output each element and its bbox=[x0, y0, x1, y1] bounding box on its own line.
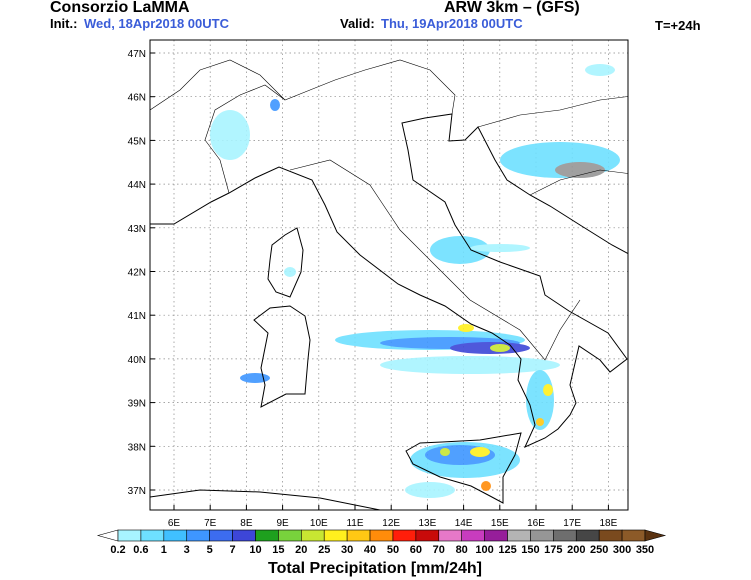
colorbar-box bbox=[484, 529, 508, 542]
map-area bbox=[150, 59, 628, 510]
colorbar-box bbox=[575, 529, 600, 542]
colorbar-box bbox=[530, 529, 554, 542]
colorbar-label: 30 bbox=[341, 544, 353, 556]
colorbar-label: 350 bbox=[636, 544, 654, 556]
init-label: Init.: bbox=[50, 16, 77, 31]
colorbar-box bbox=[507, 529, 531, 542]
colorbar-label: 60 bbox=[410, 544, 422, 556]
lat-label: 45N bbox=[128, 136, 146, 147]
colorbar-label: 50 bbox=[387, 544, 399, 556]
colorbar-box bbox=[278, 529, 302, 542]
colorbar-label: 200 bbox=[567, 544, 585, 556]
colorbar-label: 175 bbox=[544, 544, 562, 556]
lon-label: 16E bbox=[527, 518, 545, 529]
colorbar-label: 70 bbox=[433, 544, 445, 556]
colorbar-label: 250 bbox=[590, 544, 608, 556]
colorbar-label: 5 bbox=[207, 544, 213, 556]
lon-label: 7E bbox=[204, 518, 217, 529]
colorbar-label: 25 bbox=[318, 544, 330, 556]
colorbar-label: 20 bbox=[295, 544, 307, 556]
colorbar-label: 0.6 bbox=[133, 544, 148, 556]
valid-date: Thu, 19Apr2018 00UTC bbox=[381, 16, 523, 31]
colorbar-box bbox=[461, 529, 485, 542]
colorbar-over bbox=[644, 529, 667, 542]
lon-label: 11E bbox=[346, 518, 363, 529]
lat-label: 44N bbox=[128, 180, 146, 191]
lat-label: 40N bbox=[128, 355, 146, 366]
colorbar-label: 10 bbox=[249, 544, 261, 556]
model: ARW 3km – (GFS) bbox=[444, 0, 580, 16]
colorbar-box bbox=[553, 529, 577, 542]
colorbar-label: 3 bbox=[184, 544, 190, 556]
lat-label: 43N bbox=[128, 224, 146, 235]
colorbar-box bbox=[323, 529, 348, 542]
colorbar-label: 40 bbox=[364, 544, 376, 556]
lon-label: 18E bbox=[600, 518, 618, 529]
init-date: Wed, 18Apr2018 00UTC bbox=[84, 16, 230, 31]
lat-label: 41N bbox=[128, 311, 146, 322]
lon-label: 10E bbox=[310, 518, 328, 529]
colorbar-box bbox=[598, 529, 623, 542]
graticule: 47N 46N 45N 44N 43N 42N 41N 40N 39N 38N 37N 6E 7E 8E 9… bbox=[128, 40, 628, 529]
colorbar-under bbox=[96, 529, 119, 542]
lon-label: 8E bbox=[240, 518, 253, 529]
lon-label: 14E bbox=[455, 518, 473, 529]
lat-label: 37N bbox=[128, 486, 146, 497]
colorbar-label: 7 bbox=[230, 544, 236, 556]
colorbar-label: 80 bbox=[456, 544, 468, 556]
colorbar-label: 1 bbox=[161, 544, 167, 556]
colorbar-label: 15 bbox=[272, 544, 284, 556]
colorbar-label: 300 bbox=[613, 544, 631, 556]
colorbar-label: 100 bbox=[475, 544, 493, 556]
lat-label: 38N bbox=[128, 442, 146, 453]
colorbar-box bbox=[346, 529, 371, 542]
step: T=+24h bbox=[655, 18, 701, 33]
colorbar-box bbox=[163, 529, 188, 542]
colorbar-box bbox=[140, 529, 165, 542]
lon-label: 17E bbox=[563, 518, 581, 529]
lon-label: 6E bbox=[168, 518, 181, 529]
title: Consorzio LaMMA bbox=[50, 0, 190, 16]
coastlines bbox=[150, 113, 628, 510]
lat-label: 42N bbox=[128, 268, 146, 279]
lon-label: 13E bbox=[419, 518, 437, 529]
map-frame bbox=[149, 39, 629, 511]
colorbar-box bbox=[301, 529, 325, 542]
lon-label: 9E bbox=[276, 518, 289, 529]
colorbar-box bbox=[117, 529, 142, 542]
lat-label: 46N bbox=[128, 93, 146, 104]
colorbar-box bbox=[232, 529, 256, 542]
colorbar-box bbox=[438, 529, 462, 542]
colorbar-box bbox=[255, 529, 279, 542]
colorbar-label: 125 bbox=[498, 544, 516, 556]
colorbar-label: 150 bbox=[521, 544, 539, 556]
borders bbox=[150, 59, 628, 361]
colorbar: 0.2 0.6 1 3 5 7 10 15 20 25 30 40 50 60 70 80 100 125 150 1… bbox=[96, 529, 667, 556]
colorbar-box bbox=[621, 529, 646, 542]
legend-title: Total Precipitation [mm/24h] bbox=[268, 560, 482, 577]
colorbar-label: 0.2 bbox=[110, 544, 125, 556]
colorbar-box bbox=[415, 529, 440, 542]
colorbar-box bbox=[369, 529, 394, 542]
valid-label: Valid: bbox=[340, 16, 375, 31]
colorbar-box bbox=[186, 529, 210, 542]
lat-label: 47N bbox=[128, 49, 146, 60]
colorbar-box bbox=[209, 529, 233, 542]
colorbar-box bbox=[392, 529, 417, 542]
lon-label: 15E bbox=[491, 518, 509, 529]
precipitation bbox=[210, 64, 620, 498]
lat-label: 39N bbox=[128, 399, 146, 410]
lon-label: 12E bbox=[382, 518, 400, 529]
